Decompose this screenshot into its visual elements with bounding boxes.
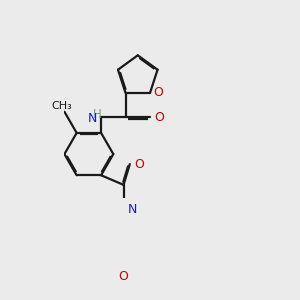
Text: O: O xyxy=(154,111,164,124)
Text: O: O xyxy=(153,86,163,100)
Text: N: N xyxy=(88,112,97,125)
Text: CH₃: CH₃ xyxy=(51,101,72,111)
Text: H: H xyxy=(93,108,102,121)
Text: O: O xyxy=(118,270,128,283)
Text: O: O xyxy=(134,158,144,171)
Text: N: N xyxy=(128,203,137,216)
